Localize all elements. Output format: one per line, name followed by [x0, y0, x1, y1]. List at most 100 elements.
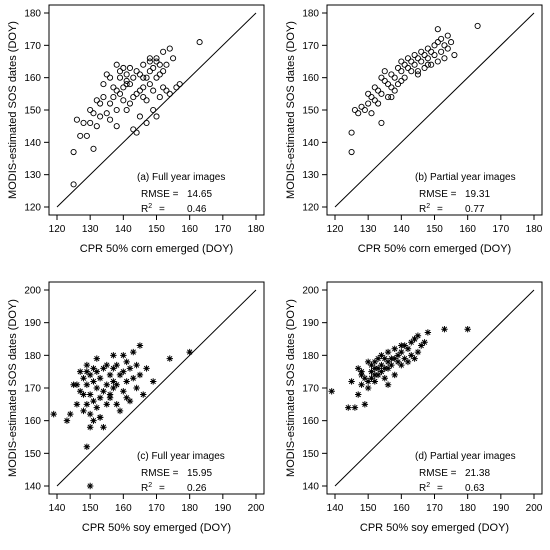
x-axis-label: CPR 50% corn emerged (DOY) — [358, 243, 511, 255]
data-point — [398, 77, 405, 84]
data-point — [408, 352, 415, 359]
data-point — [391, 87, 398, 94]
data-point — [136, 71, 143, 78]
data-point — [123, 358, 130, 366]
data-point — [438, 35, 445, 42]
data-point — [150, 64, 157, 72]
data-point — [170, 55, 177, 62]
data-point — [398, 58, 405, 65]
x-tick-label: 160 — [115, 503, 132, 514]
data-point — [156, 61, 163, 68]
data-point — [103, 71, 110, 78]
data-point — [404, 358, 412, 366]
data-point — [110, 365, 117, 372]
data-point — [424, 61, 431, 68]
data-point — [50, 410, 57, 418]
data-points — [348, 22, 481, 156]
data-point — [140, 74, 147, 81]
data-point — [123, 71, 130, 78]
data-point — [358, 381, 365, 388]
x-tick-label: 150 — [82, 503, 99, 514]
panel-annotation: (a) Full year images — [137, 172, 225, 183]
data-point — [361, 106, 368, 114]
y-tick-label: 150 — [302, 106, 319, 117]
data-point — [140, 61, 147, 68]
data-point — [130, 126, 137, 133]
data-point — [428, 48, 435, 55]
data-point — [123, 81, 130, 88]
data-point — [103, 381, 110, 388]
y-tick-label: 140 — [302, 138, 319, 149]
y-tick-label: 140 — [302, 482, 319, 493]
data-point — [381, 355, 388, 362]
data-point — [345, 404, 352, 411]
data-points — [328, 326, 471, 411]
data-point — [120, 97, 127, 104]
data-point — [381, 77, 388, 84]
data-point — [126, 365, 134, 372]
data-point — [166, 355, 173, 362]
data-point — [368, 361, 375, 369]
data-point — [421, 64, 428, 72]
data-point — [348, 129, 355, 136]
data-point — [80, 391, 87, 398]
data-point — [401, 74, 408, 81]
data-point — [163, 87, 170, 94]
data-point — [411, 335, 418, 343]
data-point — [160, 68, 167, 75]
data-point — [388, 84, 395, 91]
data-point — [133, 68, 140, 75]
data-point — [107, 100, 114, 107]
data-point — [408, 339, 415, 346]
panel-annotation: (c) Full year images — [137, 451, 225, 462]
identity-line — [56, 289, 257, 487]
data-point — [404, 345, 412, 352]
data-point — [441, 42, 448, 49]
x-tick-label: 140 — [393, 224, 410, 235]
data-point — [87, 119, 94, 126]
x-tick-label: 180 — [248, 224, 265, 235]
data-point — [140, 84, 147, 91]
y-tick-label: 180 — [302, 351, 319, 362]
data-point — [93, 404, 100, 411]
data-point — [394, 358, 402, 366]
data-point — [166, 90, 173, 97]
data-point — [93, 97, 100, 104]
data-point — [113, 361, 120, 369]
data-point — [67, 410, 74, 418]
y-tick-label: 190 — [24, 318, 41, 329]
r2-value: 0.63 — [465, 483, 485, 494]
data-point — [133, 90, 140, 97]
data-point — [398, 342, 405, 349]
data-point — [93, 384, 100, 392]
data-point — [328, 388, 335, 395]
data-points — [50, 342, 193, 490]
data-point — [448, 39, 455, 46]
data-point — [90, 417, 97, 424]
data-point — [136, 342, 144, 349]
x-tick-label: 120 — [327, 224, 344, 235]
data-point — [355, 110, 362, 117]
data-point — [351, 404, 359, 411]
data-point — [196, 39, 203, 46]
y-axis-label: MODIS-estimated SOS dates (DOY) — [7, 21, 19, 199]
y-tick-label: 160 — [24, 73, 41, 84]
data-point — [126, 64, 134, 72]
data-point — [156, 71, 163, 78]
data-point — [143, 97, 150, 104]
data-point — [173, 84, 180, 91]
data-point — [364, 358, 372, 366]
data-point — [90, 365, 97, 372]
y-tick-label: 150 — [302, 449, 319, 460]
x-axis-label: CPR 50% corn emerged (DOY) — [80, 243, 233, 255]
rmse-label: RMSE = — [419, 189, 457, 200]
x-tick-label: 180 — [459, 503, 476, 514]
data-point — [365, 100, 372, 107]
data-point — [93, 123, 100, 130]
data-point — [176, 81, 183, 88]
data-point — [86, 424, 94, 431]
data-point — [146, 58, 153, 65]
data-point — [63, 417, 71, 424]
data-point — [384, 365, 392, 372]
data-point — [384, 381, 392, 388]
